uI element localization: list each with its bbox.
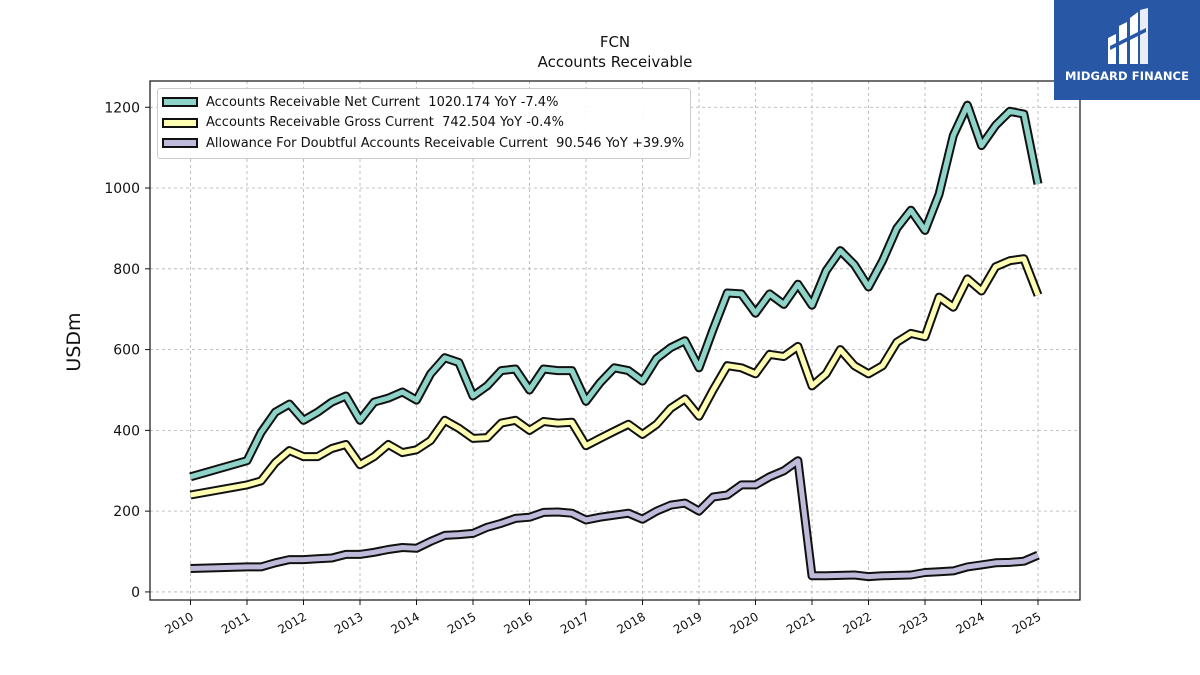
legend-item-net-current: Accounts Receivable Net Current 1020.174… <box>162 92 684 113</box>
x-tick-label: 2020 <box>728 609 761 636</box>
y-tick-label: 800 <box>113 262 140 278</box>
x-tick-label: 2017 <box>558 609 591 636</box>
x-tick-label: 2015 <box>445 609 478 636</box>
x-tick-label: 2018 <box>615 609 648 636</box>
legend-swatch-net-current <box>162 97 198 108</box>
x-tick-label: 2024 <box>954 609 987 636</box>
series-outline <box>189 254 1043 500</box>
y-tick-label: 1000 <box>104 181 140 197</box>
x-tick-label: 2010 <box>163 609 196 636</box>
legend-item-gross-current: Accounts Receivable Gross Current 742.50… <box>162 113 684 134</box>
x-tick-label: 2023 <box>897 609 930 636</box>
x-tick-label: 2022 <box>841 609 874 636</box>
y-axis-label: USDm <box>63 312 85 371</box>
series-core <box>189 102 1041 480</box>
y-axis: 0 200 400 600 800 1000 1200 <box>104 100 150 601</box>
x-tick-label: 2016 <box>502 609 535 636</box>
legend-item-allowance: Allowance For Doubtful Accounts Receivab… <box>162 133 684 154</box>
chart-legend: Accounts Receivable Net Current 1020.174… <box>157 88 692 159</box>
y-tick-label: 600 <box>113 343 140 359</box>
chart-subtitle: Accounts Receivable <box>538 53 693 71</box>
y-tick-label: 400 <box>113 423 140 439</box>
series-net-current <box>189 100 1043 482</box>
series-outline <box>189 100 1043 482</box>
plot-frame <box>149 80 1081 601</box>
legend-label-net-current: Accounts Receivable Net Current 1020.174… <box>206 94 559 110</box>
series-allowance <box>190 456 1040 582</box>
plot-lines <box>189 100 1043 582</box>
x-tick-label: 2021 <box>784 609 817 636</box>
midgard-logo-mark-icon <box>1108 8 1148 64</box>
x-tick-label: 2025 <box>1010 609 1043 636</box>
x-tick-label: 2014 <box>389 609 422 636</box>
y-tick-label: 1200 <box>104 100 140 116</box>
x-tick-label: 2011 <box>219 609 252 636</box>
legend-label-allowance: Allowance For Doubtful Accounts Receivab… <box>206 135 685 151</box>
legend-swatch-gross-current <box>162 117 198 128</box>
x-axis: 2010 2011 2012 2013 2014 2015 2016 2017 2018 2019… <box>163 600 1044 637</box>
x-tick-label: 2013 <box>332 609 365 636</box>
brand-logo: MIDGARD FINANCE <box>1054 0 1200 100</box>
series-core <box>190 256 1041 498</box>
x-tick-label: 2012 <box>276 609 309 636</box>
chart-title: FCN <box>600 33 630 51</box>
y-tick-label: 0 <box>131 585 140 601</box>
brand-name: MIDGARD FINANCE <box>1064 69 1190 83</box>
series-core <box>190 458 1039 580</box>
y-tick-label: 200 <box>113 504 140 520</box>
grid-lines <box>150 81 1080 600</box>
legend-label-gross-current: Accounts Receivable Gross Current 742.50… <box>206 115 564 131</box>
x-tick-label: 2019 <box>671 609 704 636</box>
legend-swatch-allowance <box>162 138 198 149</box>
series-gross-current <box>189 254 1043 500</box>
